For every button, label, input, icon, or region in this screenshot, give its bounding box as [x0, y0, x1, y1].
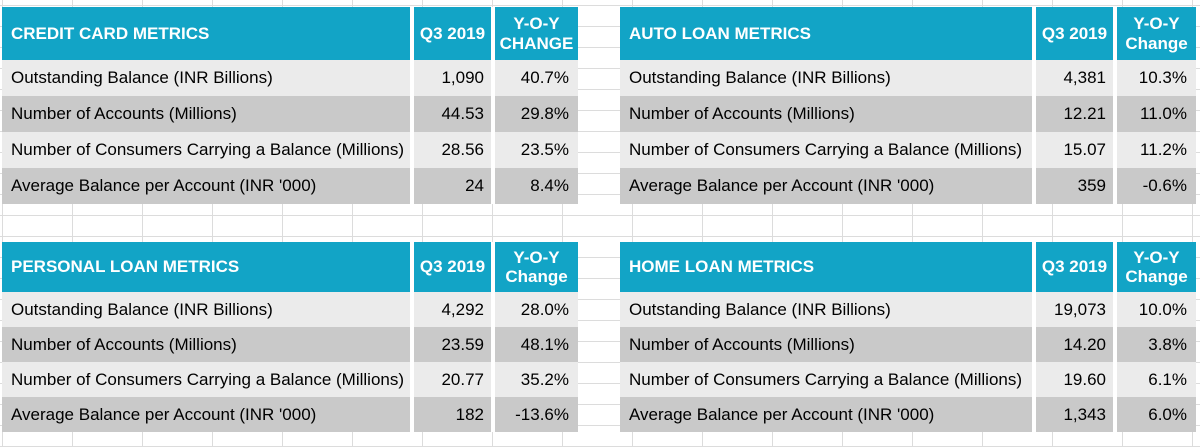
column-header-yoy-change[interactable]: Y-O-Y Change	[1117, 7, 1196, 60]
metric-cell[interactable]: Number of Consumers Carrying a Balance (…	[620, 132, 1032, 168]
table-row: Outstanding Balance (INR Billions) 4,292…	[2, 292, 578, 327]
value-cell[interactable]: 19.60	[1036, 362, 1113, 397]
change-cell[interactable]: 23.5%	[495, 132, 578, 168]
change-cell[interactable]: -13.6%	[495, 397, 578, 432]
column-header-yoy-change[interactable]: Y-O-Y CHANGE	[495, 7, 578, 60]
change-cell[interactable]: 40.7%	[495, 60, 578, 96]
change-cell[interactable]: 6.1%	[1117, 362, 1196, 397]
value-cell[interactable]: 1,090	[414, 60, 491, 96]
metric-cell[interactable]: Outstanding Balance (INR Billions)	[620, 60, 1032, 96]
table-row: Number of Accounts (Millions) 44.53 29.8…	[2, 96, 578, 132]
value-cell[interactable]: 182	[414, 397, 491, 432]
table-title: HOME LOAN METRICS	[620, 242, 1032, 292]
table-title: CREDIT CARD METRICS	[2, 7, 410, 60]
metric-cell[interactable]: Average Balance per Account (INR '000)	[2, 397, 410, 432]
value-cell[interactable]: 44.53	[414, 96, 491, 132]
change-cell[interactable]: 6.0%	[1117, 397, 1196, 432]
yoy-label-line1: Y-O-Y	[1133, 247, 1180, 267]
table-row: Number of Consumers Carrying a Balance (…	[2, 132, 578, 168]
yoy-label-line2: CHANGE	[499, 33, 574, 53]
table-row: Average Balance per Account (INR '000) 1…	[2, 397, 578, 432]
yoy-label-line2: Change	[1125, 33, 1188, 53]
table-row: Outstanding Balance (INR Billions) 1,090…	[2, 60, 578, 96]
change-cell[interactable]: 8.4%	[495, 168, 578, 204]
value-cell[interactable]: 4,381	[1036, 60, 1113, 96]
value-cell[interactable]: 359	[1036, 168, 1113, 204]
change-cell[interactable]: 11.2%	[1117, 132, 1196, 168]
metric-cell[interactable]: Number of Consumers Carrying a Balance (…	[620, 362, 1032, 397]
table-header-row: PERSONAL LOAN METRICS Q3 2019 Y-O-Y Chan…	[2, 242, 578, 292]
value-cell[interactable]: 15.07	[1036, 132, 1113, 168]
table-header-row: CREDIT CARD METRICS Q3 2019 Y-O-Y CHANGE	[2, 7, 578, 60]
metric-cell[interactable]: Average Balance per Account (INR '000)	[620, 168, 1032, 204]
table-row: Average Balance per Account (INR '000) 1…	[620, 397, 1196, 432]
change-cell[interactable]: 28.0%	[495, 292, 578, 327]
change-cell[interactable]: 11.0%	[1117, 96, 1196, 132]
table-row: Number of Accounts (Millions) 23.59 48.1…	[2, 327, 578, 362]
metric-cell[interactable]: Outstanding Balance (INR Billions)	[2, 60, 410, 96]
metric-cell[interactable]: Outstanding Balance (INR Billions)	[2, 292, 410, 327]
metric-cell[interactable]: Number of Consumers Carrying a Balance (…	[2, 132, 410, 168]
credit-card-metrics-table: CREDIT CARD METRICS Q3 2019 Y-O-Y CHANGE…	[2, 7, 578, 204]
table-title: PERSONAL LOAN METRICS	[2, 242, 410, 292]
table-row: Outstanding Balance (INR Billions) 4,381…	[620, 60, 1196, 96]
change-cell[interactable]: 3.8%	[1117, 327, 1196, 362]
table-row: Average Balance per Account (INR '000) 2…	[2, 168, 578, 204]
metric-cell[interactable]: Average Balance per Account (INR '000)	[620, 397, 1032, 432]
table-row: Outstanding Balance (INR Billions) 19,07…	[620, 292, 1196, 327]
table-title: AUTO LOAN METRICS	[620, 7, 1032, 60]
table-row: Number of Consumers Carrying a Balance (…	[620, 362, 1196, 397]
table-row: Number of Accounts (Millions) 14.20 3.8%	[620, 327, 1196, 362]
yoy-label-line1: Y-O-Y	[513, 14, 560, 34]
value-cell[interactable]: 14.20	[1036, 327, 1113, 362]
change-cell[interactable]: 35.2%	[495, 362, 578, 397]
table-header-row: AUTO LOAN METRICS Q3 2019 Y-O-Y Change	[620, 7, 1196, 60]
column-header-q3-2019[interactable]: Q3 2019	[1036, 242, 1113, 292]
value-cell[interactable]: 4,292	[414, 292, 491, 327]
value-cell[interactable]: 1,343	[1036, 397, 1113, 432]
table-row: Number of Consumers Carrying a Balance (…	[2, 362, 578, 397]
home-loan-metrics-table: HOME LOAN METRICS Q3 2019 Y-O-Y Change O…	[620, 242, 1196, 432]
value-cell[interactable]: 20.77	[414, 362, 491, 397]
value-cell[interactable]: 12.21	[1036, 96, 1113, 132]
yoy-label-line2: Change	[505, 267, 568, 286]
metric-cell[interactable]: Number of Accounts (Millions)	[620, 96, 1032, 132]
auto-loan-metrics-table: AUTO LOAN METRICS Q3 2019 Y-O-Y Change O…	[620, 7, 1196, 204]
table-row: Number of Consumers Carrying a Balance (…	[620, 132, 1196, 168]
personal-loan-metrics-table: PERSONAL LOAN METRICS Q3 2019 Y-O-Y Chan…	[2, 242, 578, 432]
table-row: Average Balance per Account (INR '000) 3…	[620, 168, 1196, 204]
column-header-q3-2019[interactable]: Q3 2019	[414, 242, 491, 292]
metric-cell[interactable]: Average Balance per Account (INR '000)	[2, 168, 410, 204]
table-header-row: HOME LOAN METRICS Q3 2019 Y-O-Y Change	[620, 242, 1196, 292]
column-header-yoy-change[interactable]: Y-O-Y Change	[1117, 242, 1196, 292]
change-cell[interactable]: 29.8%	[495, 96, 578, 132]
table-row: Number of Accounts (Millions) 12.21 11.0…	[620, 96, 1196, 132]
value-cell[interactable]: 19,073	[1036, 292, 1113, 327]
metric-cell[interactable]: Number of Accounts (Millions)	[620, 327, 1032, 362]
change-cell[interactable]: 10.3%	[1117, 60, 1196, 96]
metric-cell[interactable]: Outstanding Balance (INR Billions)	[620, 292, 1032, 327]
change-cell[interactable]: -0.6%	[1117, 168, 1196, 204]
metric-cell[interactable]: Number of Accounts (Millions)	[2, 96, 410, 132]
change-cell[interactable]: 10.0%	[1117, 292, 1196, 327]
metric-cell[interactable]: Number of Accounts (Millions)	[2, 327, 410, 362]
yoy-label-line1: Y-O-Y	[513, 247, 560, 267]
yoy-label-line2: Change	[1125, 267, 1188, 286]
yoy-label-line1: Y-O-Y	[1133, 14, 1180, 34]
column-header-yoy-change[interactable]: Y-O-Y Change	[495, 242, 578, 292]
value-cell[interactable]: 23.59	[414, 327, 491, 362]
change-cell[interactable]: 48.1%	[495, 327, 578, 362]
value-cell[interactable]: 24	[414, 168, 491, 204]
metric-cell[interactable]: Number of Consumers Carrying a Balance (…	[2, 362, 410, 397]
value-cell[interactable]: 28.56	[414, 132, 491, 168]
column-header-q3-2019[interactable]: Q3 2019	[1036, 7, 1113, 60]
column-header-q3-2019[interactable]: Q3 2019	[414, 7, 491, 60]
